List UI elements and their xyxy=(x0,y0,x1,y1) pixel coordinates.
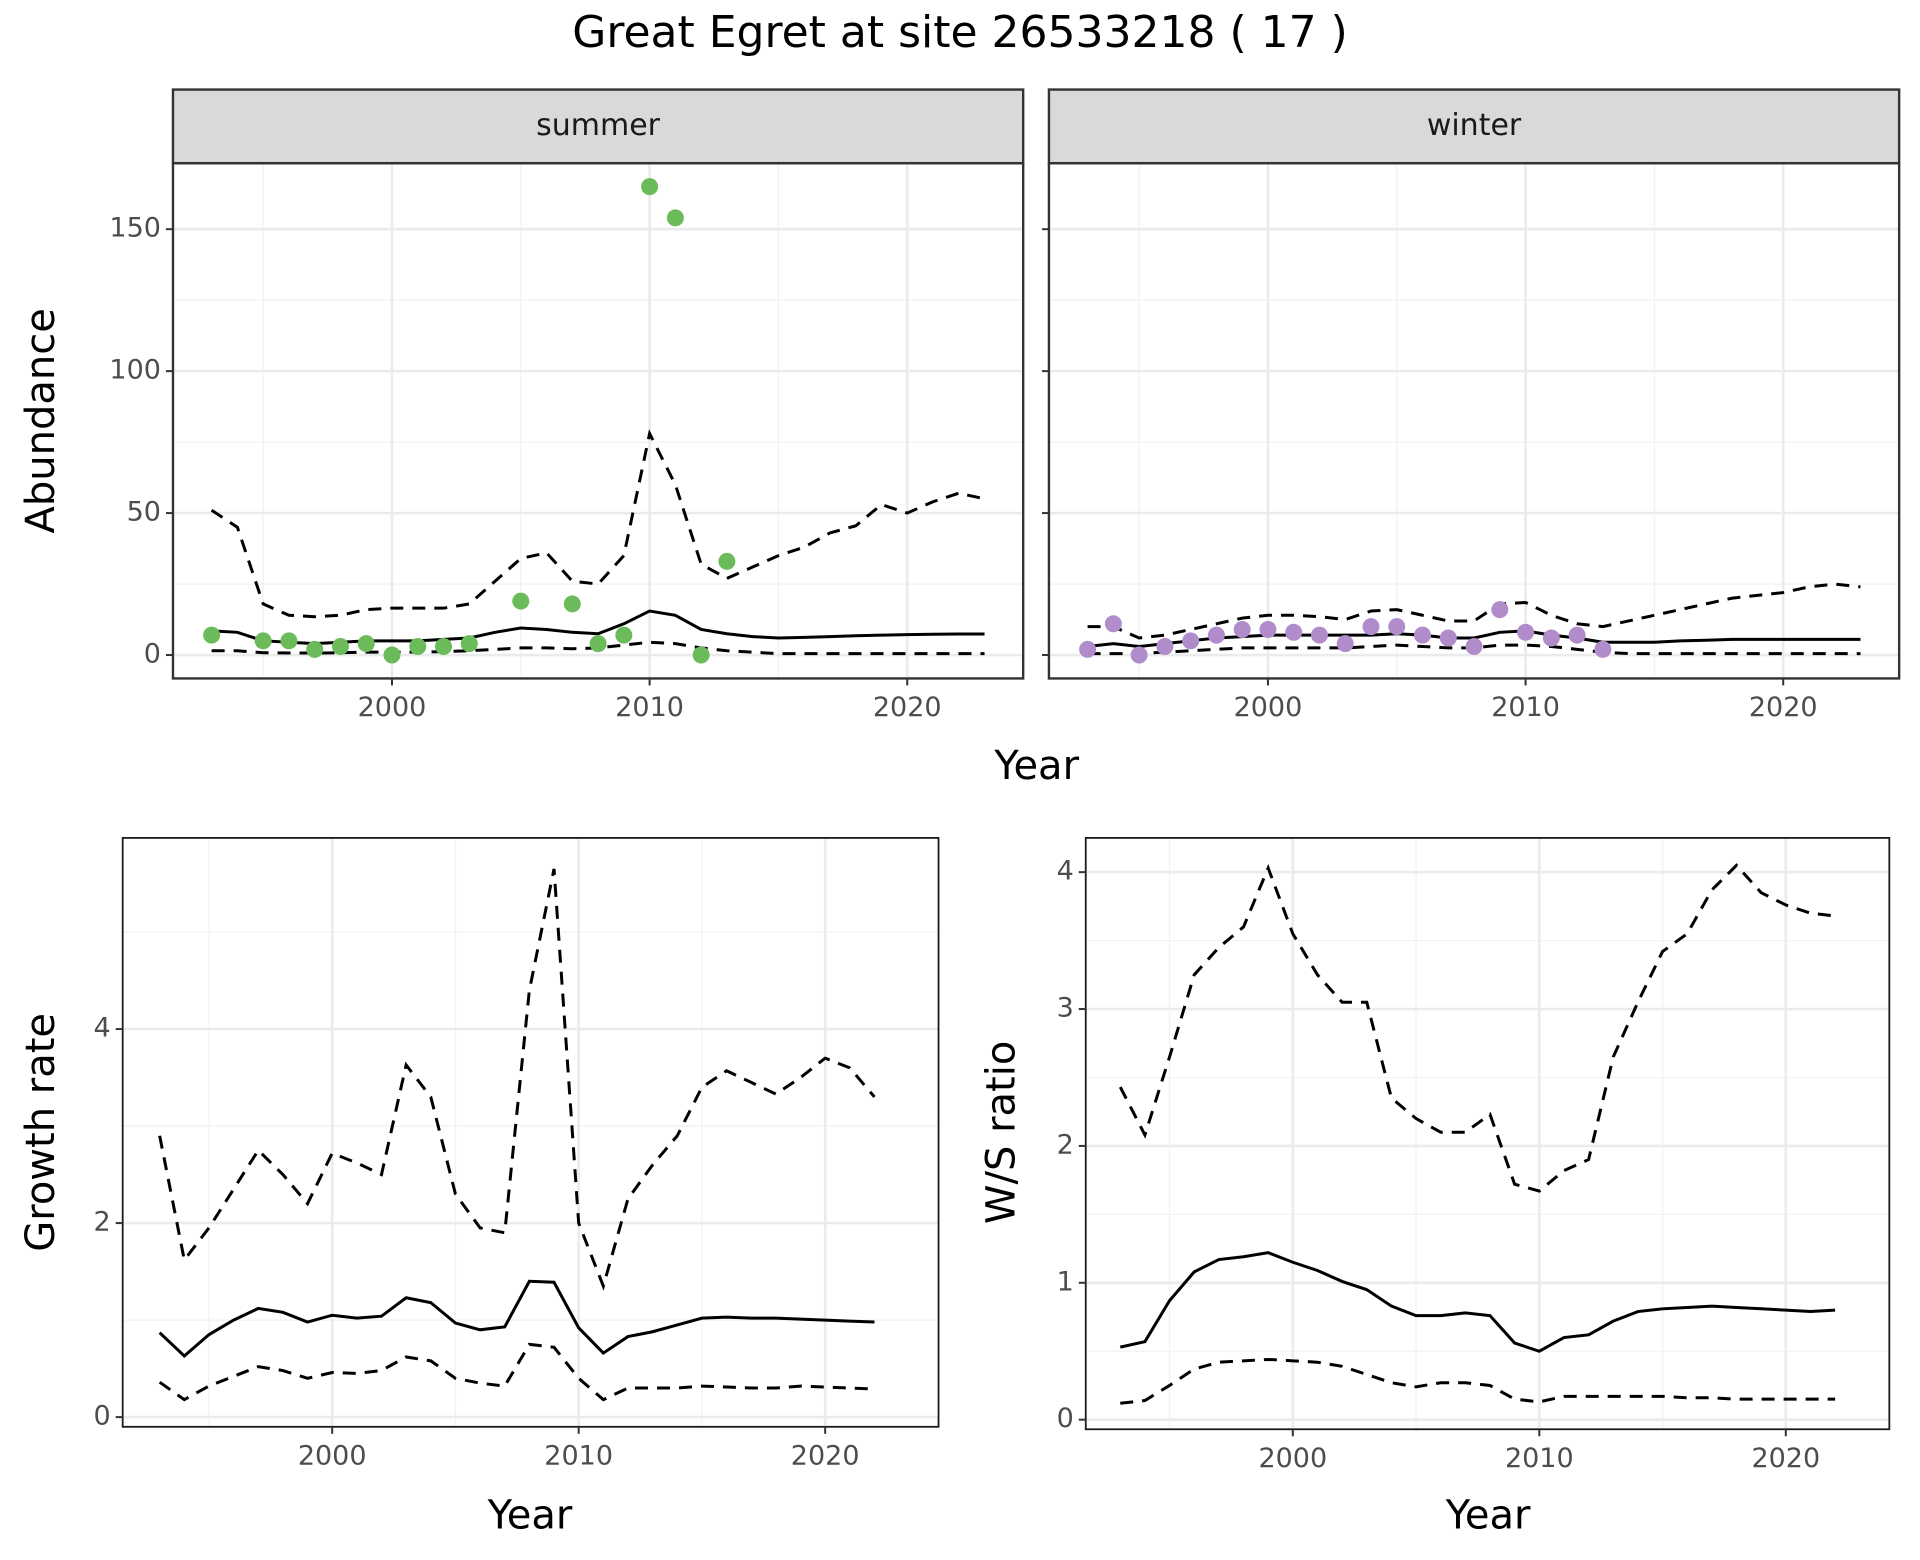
point xyxy=(692,646,710,664)
trend-line xyxy=(1119,1251,1836,1353)
panel: 2000 2010 2020 0 2 4 Year Growth rate xyxy=(18,837,940,1539)
point xyxy=(1130,646,1148,664)
x-tick-label: 2020 xyxy=(873,692,942,723)
point xyxy=(589,635,607,653)
panel-background xyxy=(122,837,939,1427)
panel: 2000 2010 2020 winter xyxy=(1041,88,1901,723)
point xyxy=(1465,638,1483,656)
x-tick-label: 2000 xyxy=(1234,692,1303,723)
x-tick-label: 2020 xyxy=(1751,1443,1820,1474)
interval-line xyxy=(1087,582,1861,640)
point xyxy=(1285,623,1303,641)
point xyxy=(254,632,272,650)
y-tick-label: 100 xyxy=(109,355,161,386)
point xyxy=(1233,620,1251,638)
y-tick-label: 0 xyxy=(1057,1403,1074,1434)
point xyxy=(641,178,659,196)
point xyxy=(357,635,375,653)
x-axis-label: Year xyxy=(993,743,1079,789)
point xyxy=(383,646,401,664)
plot-area xyxy=(1118,863,1836,1405)
point xyxy=(1156,638,1174,656)
point xyxy=(1491,601,1509,619)
panel: 2000 2010 2020 0 1 2 3 4 Year W/S ratio xyxy=(979,837,1891,1539)
strip xyxy=(171,88,1025,165)
plot-area xyxy=(158,868,876,1402)
y-axis-label: W/S ratio xyxy=(979,1041,1025,1224)
x-tick-label: 2020 xyxy=(791,1440,860,1471)
y-axis-label: Growth rate xyxy=(18,1013,64,1252)
trend-line xyxy=(158,1279,875,1359)
y-tick-label: 4 xyxy=(93,1013,110,1044)
panel-background xyxy=(1048,163,1900,679)
point xyxy=(512,592,530,610)
y-tick-label: 2 xyxy=(93,1207,110,1238)
point xyxy=(563,595,581,613)
point xyxy=(460,635,478,653)
y-tick-label: 1 xyxy=(1057,1266,1074,1297)
point xyxy=(1517,623,1535,641)
point xyxy=(718,552,736,570)
point xyxy=(1336,635,1354,653)
point xyxy=(1182,632,1200,650)
point xyxy=(1568,626,1586,644)
y-tick-label: 0 xyxy=(93,1401,110,1432)
strip-label: summer xyxy=(536,108,661,143)
y-tick-label: 2 xyxy=(1057,1129,1074,1160)
point xyxy=(331,638,349,656)
point xyxy=(1207,626,1225,644)
panel-background xyxy=(1085,837,1890,1430)
x-tick-label: 2000 xyxy=(298,1440,367,1471)
point xyxy=(1414,626,1432,644)
interval-line xyxy=(210,429,985,619)
panel-border xyxy=(121,837,940,1428)
point xyxy=(203,626,221,644)
interval-line xyxy=(1118,863,1836,1193)
y-tick-label: 4 xyxy=(1057,856,1074,887)
interval-line xyxy=(158,868,876,1291)
plot-area xyxy=(1079,582,1861,664)
panel-border xyxy=(1084,837,1891,1431)
point xyxy=(1079,640,1097,658)
point xyxy=(1542,629,1560,647)
point xyxy=(306,640,324,658)
y-axis-label: Abundance xyxy=(18,308,64,533)
x-tick-label: 2010 xyxy=(544,1440,613,1471)
y-tick-label: 50 xyxy=(127,497,161,528)
point xyxy=(1439,629,1457,647)
x-tick-label: 2020 xyxy=(1749,692,1818,723)
x-tick-label: 2010 xyxy=(1491,692,1560,723)
point xyxy=(1362,618,1380,636)
x-axis-label: Year xyxy=(1445,1493,1531,1539)
strip-label: winter xyxy=(1427,108,1522,143)
strip xyxy=(1047,88,1901,165)
interval-line xyxy=(158,1342,875,1402)
figure-title: Great Egret at site 26533218 ( 17 ) xyxy=(572,7,1348,58)
point xyxy=(1104,615,1122,633)
x-tick-label: 2010 xyxy=(1505,1443,1574,1474)
y-tick-label: 150 xyxy=(109,213,161,244)
x-tick-label: 2000 xyxy=(1258,1443,1327,1474)
y-tick-label: 0 xyxy=(144,639,161,670)
point xyxy=(1388,618,1406,636)
point xyxy=(1259,620,1277,638)
x-tick-label: 2000 xyxy=(358,692,427,723)
x-tick-label: 2010 xyxy=(615,692,684,723)
panel-background xyxy=(172,163,1024,679)
point xyxy=(409,638,427,656)
y-tick-label: 3 xyxy=(1057,993,1074,1024)
plot-area xyxy=(203,178,985,664)
point xyxy=(666,209,684,227)
point xyxy=(1310,626,1328,644)
point xyxy=(435,638,453,656)
x-axis-label: Year xyxy=(487,1493,573,1539)
panel: 2000 2010 2020 0 50 100 150 summer Year Abundance xyxy=(18,88,1080,789)
point xyxy=(280,632,298,650)
point xyxy=(615,626,633,644)
point xyxy=(1594,640,1612,658)
